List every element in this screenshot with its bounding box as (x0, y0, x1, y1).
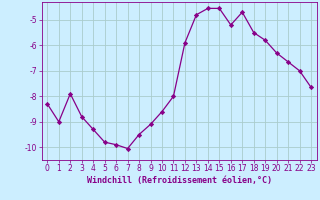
X-axis label: Windchill (Refroidissement éolien,°C): Windchill (Refroidissement éolien,°C) (87, 176, 272, 185)
